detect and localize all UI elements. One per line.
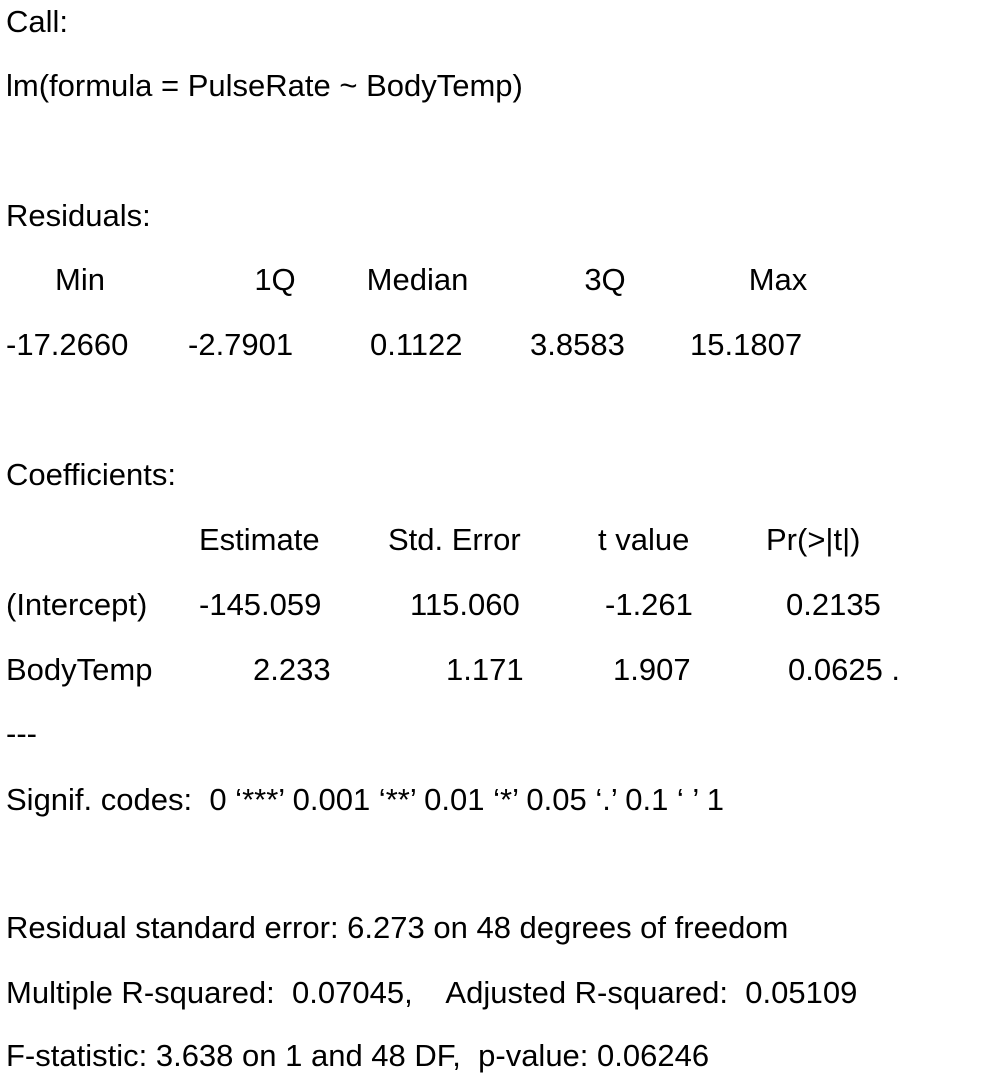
residuals-label: Residuals: (6, 198, 151, 233)
coef-row-estimate: 2.233 (253, 652, 331, 687)
coef-row-p-value: 0.2135 (786, 587, 881, 622)
residuals-value-3q: 3.8583 (530, 327, 625, 362)
coef-row-std-error: 115.060 (410, 587, 520, 622)
residuals-value-min: -17.2660 (6, 327, 129, 362)
r-squared: Multiple R-squared: 0.07045, Adjusted R-… (6, 975, 858, 1010)
coef-row-name: BodyTemp (6, 652, 153, 687)
f-statistic: F-statistic: 3.638 on 1 and 48 DF, p-val… (6, 1038, 710, 1073)
coef-row-estimate: -145.059 (199, 587, 322, 622)
call-label: Call: (6, 4, 69, 39)
coef-row-t-value: 1.907 (613, 652, 691, 687)
coef-row-p-value: 0.0625 . (788, 652, 901, 687)
coef-header-p-value: Pr(>|t|) (766, 522, 861, 557)
coef-row-t-value: -1.261 (605, 587, 693, 622)
coef-row-name: (Intercept) (6, 587, 148, 622)
residuals-value-max: 15.1807 (690, 327, 803, 362)
residuals-header-min: Min (55, 262, 105, 297)
signif-codes: Signif. codes: 0 ‘***’ 0.001 ‘**’ 0.01 ‘… (6, 782, 725, 817)
residual-std-error: Residual standard error: 6.273 on 48 deg… (6, 910, 789, 945)
residuals-header-max: Max (748, 262, 808, 297)
coef-header-estimate: Estimate (199, 522, 320, 557)
coefficients-label: Coefficients: (6, 457, 177, 492)
residuals-header-3q: 3Q (584, 262, 626, 297)
coef-row-std-error: 1.171 (446, 652, 524, 687)
residuals-value-median: 0.1122 (370, 327, 463, 362)
call-formula: lm(formula = PulseRate ~ BodyTemp) (6, 68, 523, 103)
residuals-header-1q: 1Q (254, 262, 296, 297)
coef-header-std-error: Std. Error (388, 522, 521, 557)
residuals-value-1q: -2.7901 (188, 327, 294, 362)
separator-line: --- (6, 716, 37, 751)
coef-header-t-value: t value (598, 522, 690, 557)
residuals-header-median: Median (366, 262, 469, 297)
